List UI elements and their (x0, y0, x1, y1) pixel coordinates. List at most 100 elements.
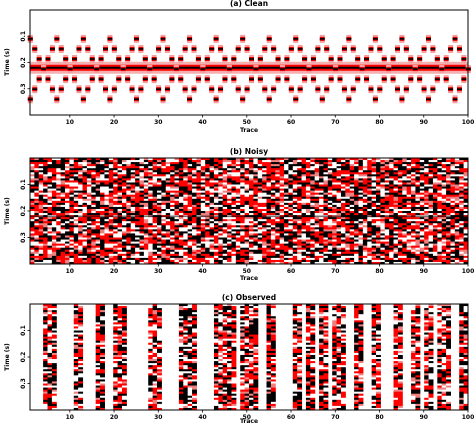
sample-cell (323, 237, 329, 241)
sample-cell (376, 158, 381, 161)
sample-cell (117, 223, 123, 226)
sample-cell (152, 166, 158, 169)
sample-cell (310, 217, 316, 220)
sample-cell (235, 166, 241, 169)
sample-cell (301, 235, 307, 238)
sample-cell (34, 225, 40, 228)
sample-cell (165, 200, 171, 204)
sample-cell (380, 245, 386, 249)
sample-cell (231, 200, 237, 204)
sample-cell (178, 255, 184, 259)
sample-cell (358, 166, 364, 169)
sample-cell (305, 194, 311, 198)
sample-cell (284, 186, 289, 190)
sample-cell (222, 158, 228, 161)
sample-cell (266, 158, 272, 161)
sample-cell (86, 233, 92, 236)
sample-cell (270, 243, 276, 247)
sample-cell (327, 233, 333, 236)
sample-cell (34, 223, 40, 226)
sample-cell (126, 188, 132, 192)
sample-cell (384, 213, 390, 216)
sample-cell (279, 206, 285, 210)
sample-cell (130, 204, 136, 208)
sample-cell (121, 168, 127, 171)
sample-cell (349, 249, 355, 253)
sample-cell (91, 174, 97, 177)
sample-cell (148, 188, 154, 192)
sample-cell (56, 198, 62, 202)
sample-cell (56, 245, 62, 249)
sample-cell (327, 200, 333, 204)
sample-cell (310, 213, 316, 216)
sample-cell (235, 204, 241, 208)
sample-cell (323, 168, 329, 171)
sample-cell (165, 190, 171, 194)
sample-cell (380, 192, 386, 196)
zigzag-core (178, 78, 184, 80)
sample-cell (297, 261, 303, 265)
sample-cell (117, 168, 123, 171)
sample-cell (249, 253, 254, 257)
zigzag-core (381, 78, 387, 80)
sample-cell (275, 217, 281, 220)
sample-cell (73, 223, 79, 226)
sample-cell (209, 211, 215, 214)
sample-cell (249, 257, 254, 261)
sample-cell (187, 166, 193, 169)
sample-cell (371, 261, 377, 265)
sample-cell (231, 243, 237, 247)
sample-cell (65, 231, 70, 234)
sample-cell (183, 253, 189, 257)
sample-cell (332, 211, 338, 214)
sample-cell (205, 235, 211, 238)
sample-cell (157, 188, 162, 192)
sample-cell (213, 168, 219, 171)
sample-cell (196, 206, 202, 210)
sample-cell (174, 172, 180, 175)
sample-cell (91, 247, 97, 251)
sample-cell (104, 158, 110, 161)
sample-cell (178, 176, 184, 179)
sample-cell (319, 176, 324, 179)
sample-cell (249, 235, 254, 238)
sample-cell (78, 200, 84, 204)
sample-cell (104, 243, 110, 247)
sample-cell (310, 259, 316, 263)
sample-cell (310, 184, 316, 188)
sample-cell (43, 180, 49, 183)
sample-cell (218, 160, 224, 163)
sample-cell (222, 172, 228, 175)
sample-cell (297, 180, 303, 183)
sample-cell (371, 184, 377, 188)
sample-cell (100, 172, 105, 175)
sample-cell (192, 217, 197, 220)
sample-cell (205, 225, 211, 228)
sample-cell (327, 166, 333, 169)
sample-cell (183, 239, 189, 243)
sample-cell (332, 251, 338, 255)
zigzag-core (337, 58, 343, 60)
sample-cell (227, 184, 232, 188)
sample-cell (78, 170, 84, 173)
sample-cell (60, 186, 66, 190)
sample-cell (126, 158, 132, 161)
sample-cell (244, 261, 250, 265)
sample-cell (240, 184, 246, 188)
sample-cell (104, 172, 110, 175)
sample-cell (244, 235, 250, 238)
sample-cell (183, 255, 189, 259)
sample-cell (126, 166, 132, 169)
sample-cell (275, 213, 281, 216)
sample-cell (384, 164, 390, 167)
sample-cell (86, 158, 92, 161)
sample-cell (121, 243, 127, 247)
sample-cell (161, 204, 167, 208)
zigzag-core (310, 58, 316, 60)
sample-cell (336, 190, 342, 194)
sample-cell (126, 194, 132, 198)
sample-cell (319, 172, 324, 175)
sample-cell (200, 229, 206, 232)
sample-cell (139, 158, 145, 161)
sample-cell (165, 223, 171, 226)
